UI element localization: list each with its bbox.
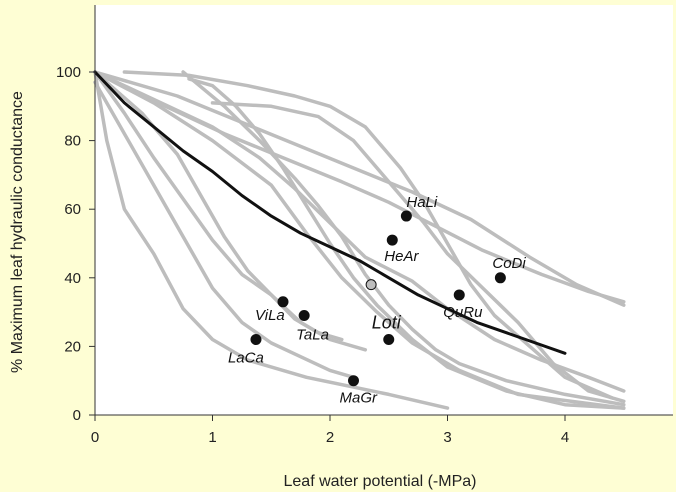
y-tick-label: 40 xyxy=(64,270,81,287)
point-laca xyxy=(250,334,262,346)
x-tick-label: 4 xyxy=(561,429,569,446)
point-quru xyxy=(453,289,465,301)
plot-area xyxy=(95,5,673,415)
x-tick-label: 1 xyxy=(208,429,216,446)
species-curve-12 xyxy=(187,77,626,410)
y-tick-label: 100 xyxy=(56,64,81,81)
species-curve-10 xyxy=(93,70,626,304)
x-tick-label: 2 xyxy=(326,429,334,446)
label-codi: CoDi xyxy=(492,255,526,272)
point-highlight xyxy=(365,279,377,291)
species-points: HaLi HeAr CoDi QuRu ViLa TaLa Loti LaCa MaGr xyxy=(228,194,526,407)
y-tick-label: 0 xyxy=(73,407,81,424)
label-hali: HaLi xyxy=(406,194,438,211)
label-magr: MaGr xyxy=(340,390,379,407)
point-hear xyxy=(386,234,398,246)
y-axis-title: % Maximum leaf hydraulic conductance xyxy=(9,91,26,373)
point-codi xyxy=(494,272,506,284)
y-tick-label: 60 xyxy=(64,201,81,218)
label-tala: TaLa xyxy=(296,327,329,344)
species-curve-9 xyxy=(93,70,626,307)
x-tick-label: 3 xyxy=(443,429,451,446)
label-hear: HeAr xyxy=(384,248,419,265)
axes: 0 20 40 60 80 100 0 1 2 3 4 xyxy=(56,5,673,446)
label-laca: LaCa xyxy=(228,350,264,367)
point-vila xyxy=(277,296,289,308)
point-hali xyxy=(400,210,412,222)
species-curves xyxy=(93,70,626,410)
point-magr xyxy=(348,375,359,387)
point-tala xyxy=(298,310,310,322)
label-quru: QuRu xyxy=(443,304,483,321)
label-loti: Loti xyxy=(372,313,402,333)
species-curve-7 xyxy=(122,70,614,400)
x-axis-title: Leaf water potential (-MPa) xyxy=(284,473,477,490)
species-curve-2 xyxy=(93,80,356,380)
mean-curve xyxy=(93,70,567,355)
species-curve-11 xyxy=(181,70,626,407)
y-tick-label: 20 xyxy=(64,338,81,355)
species-curve-8 xyxy=(210,101,626,404)
y-tick-label: 80 xyxy=(64,133,81,150)
x-tick-label: 0 xyxy=(91,429,99,446)
species-curve-1 xyxy=(93,70,450,410)
mean-curve-layer xyxy=(93,70,567,355)
point-loti xyxy=(383,334,395,346)
species-curve-4 xyxy=(93,70,344,342)
label-vila: ViLa xyxy=(255,307,285,324)
